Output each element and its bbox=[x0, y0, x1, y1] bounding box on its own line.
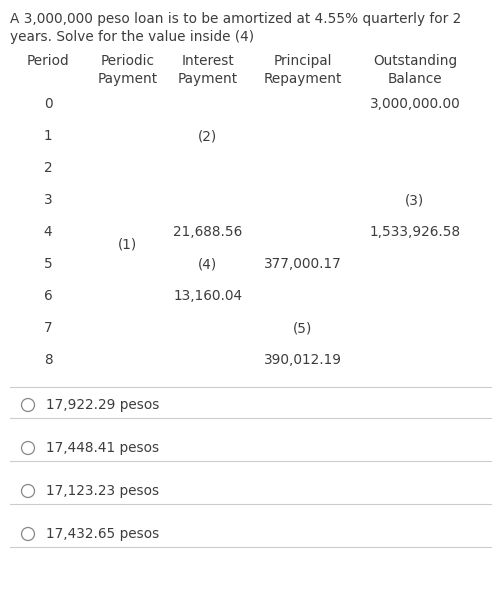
Text: 0: 0 bbox=[44, 97, 52, 111]
Text: (5): (5) bbox=[293, 321, 313, 335]
Text: 8: 8 bbox=[44, 353, 52, 367]
Text: 17,123.23 pesos: 17,123.23 pesos bbox=[46, 484, 159, 498]
Text: 6: 6 bbox=[44, 289, 52, 303]
Text: years. Solve for the value inside (4): years. Solve for the value inside (4) bbox=[10, 30, 254, 44]
Text: 3: 3 bbox=[44, 193, 52, 207]
Text: (2): (2) bbox=[198, 129, 217, 143]
Text: Payment: Payment bbox=[178, 72, 238, 86]
Text: 5: 5 bbox=[44, 257, 53, 271]
Text: Periodic: Periodic bbox=[101, 54, 155, 68]
Text: 13,160.04: 13,160.04 bbox=[173, 289, 242, 303]
Text: 7: 7 bbox=[44, 321, 52, 335]
Text: 2: 2 bbox=[44, 161, 52, 175]
Text: 377,000.17: 377,000.17 bbox=[264, 257, 342, 271]
Text: (4): (4) bbox=[198, 257, 217, 271]
Text: Payment: Payment bbox=[98, 72, 158, 86]
Text: 3,000,000.00: 3,000,000.00 bbox=[370, 97, 460, 111]
Text: A 3,000,000 peso loan is to be amortized at 4.55% quarterly for 2: A 3,000,000 peso loan is to be amortized… bbox=[10, 12, 461, 26]
Text: Interest: Interest bbox=[182, 54, 234, 68]
Text: Outstanding: Outstanding bbox=[373, 54, 457, 68]
Text: 1,533,926.58: 1,533,926.58 bbox=[369, 225, 460, 239]
Text: Period: Period bbox=[27, 54, 69, 68]
Text: Repayment: Repayment bbox=[264, 72, 342, 86]
Text: 17,432.65 pesos: 17,432.65 pesos bbox=[46, 527, 159, 541]
Text: Principal: Principal bbox=[274, 54, 332, 68]
Text: 17,922.29 pesos: 17,922.29 pesos bbox=[46, 398, 159, 412]
Text: Balance: Balance bbox=[388, 72, 442, 86]
Text: (3): (3) bbox=[405, 193, 425, 207]
Text: (1): (1) bbox=[118, 237, 138, 251]
Text: 1: 1 bbox=[44, 129, 52, 143]
Text: 17,448.41 pesos: 17,448.41 pesos bbox=[46, 441, 159, 455]
Text: 4: 4 bbox=[44, 225, 52, 239]
Text: 390,012.19: 390,012.19 bbox=[264, 353, 342, 367]
Text: 21,688.56: 21,688.56 bbox=[173, 225, 242, 239]
